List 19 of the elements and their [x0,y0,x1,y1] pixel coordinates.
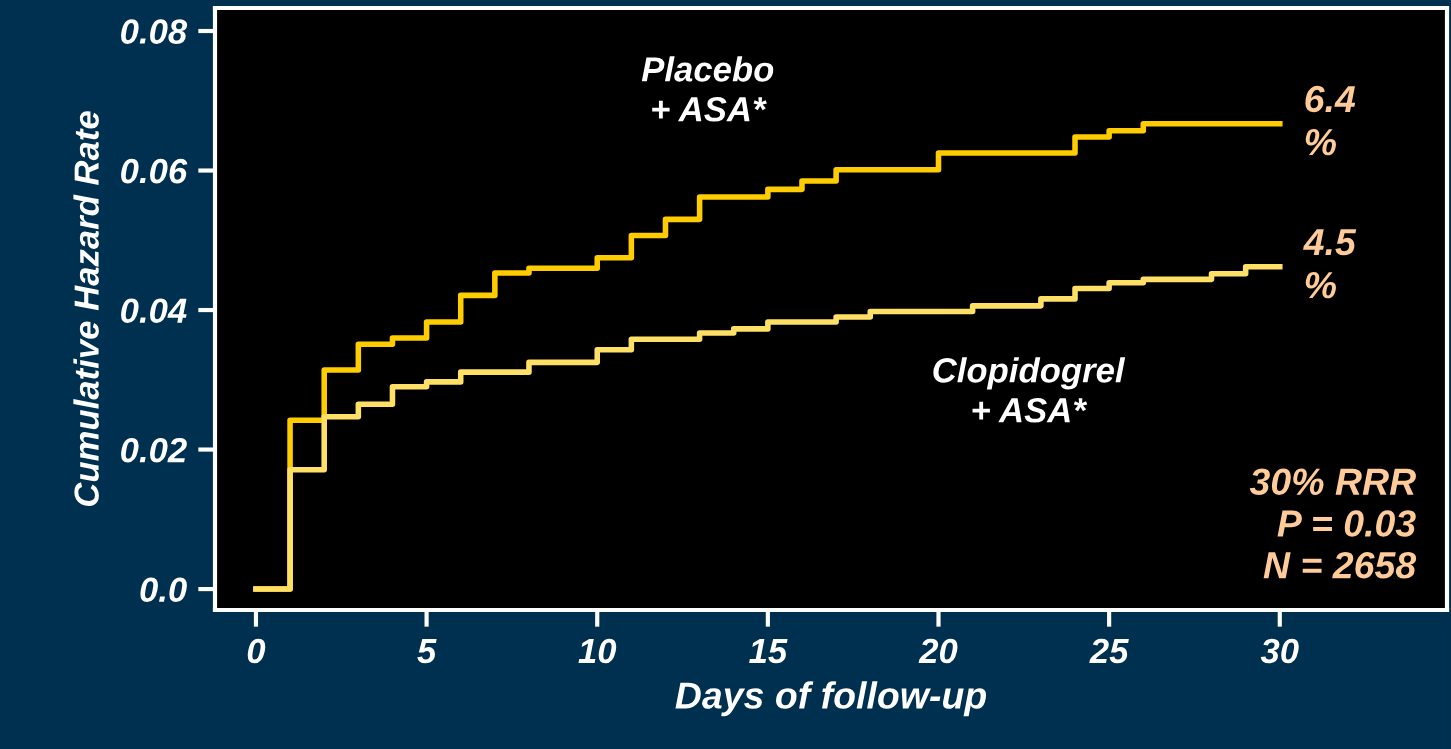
x-tick-label: 25 [1089,638,1129,664]
y-tick-label: 0.08 [121,19,188,44]
y-tick-label: 0.04 [121,298,187,323]
series-label: Placebo + ASA* [641,56,774,122]
x-tick-label: 5 [417,639,437,664]
x-tick-label: 0 [247,638,266,664]
x-axis-title: Days of follow-up [675,681,987,717]
annotation: 6.4 % [1305,85,1356,156]
annotation: 4.5 % [1303,229,1357,299]
x-tick-label: 10 [578,638,617,664]
y-axis-title: Cumulative Hazard Rate [73,111,99,507]
y-tick-label: 0.02 [121,437,187,463]
x-tick-label: 20 [918,638,958,664]
annotation: 30% RRR P = 0.03 N = 2658 [1249,468,1417,579]
x-tick-label: 15 [749,639,788,664]
y-tick-label: 0.06 [121,158,188,184]
series-label: Clopidogrel + ASA* [933,357,1126,423]
y-tick-label: 0.0 [140,577,187,602]
x-tick-label: 30 [1260,638,1299,664]
